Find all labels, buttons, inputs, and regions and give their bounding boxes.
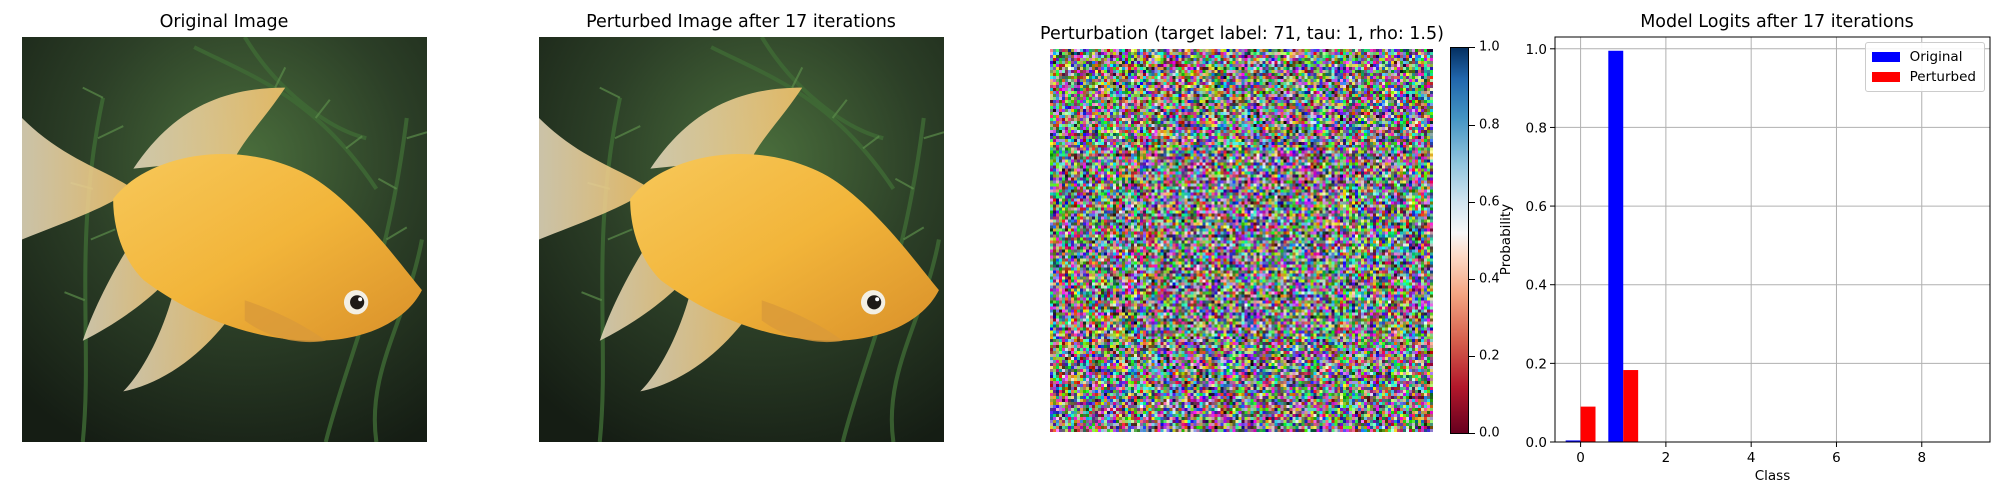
colorbar-tick-label: 0.6	[1479, 194, 1500, 210]
y-tick-label: 1.0	[1526, 42, 1547, 58]
legend-label-perturbed: Perturbed	[1909, 69, 1976, 85]
colorbar-tick-label: 1.0	[1479, 39, 1500, 55]
colorbar-tick-label: 0.8	[1479, 117, 1500, 133]
y-tick-label: 0.8	[1526, 120, 1547, 136]
y-tick-label: 0.0	[1526, 435, 1547, 451]
original-image	[22, 37, 427, 442]
bar-original	[1608, 50, 1624, 442]
perturbed-image	[539, 37, 944, 442]
legend-item-perturbed: Perturbed	[1871, 67, 1976, 87]
legend-item-original: Original	[1871, 47, 1976, 67]
perturbation-noise-image	[1050, 49, 1433, 432]
legend-swatch-original	[1871, 52, 1900, 62]
x-tick-label: 6	[1832, 450, 1841, 466]
colorbar-tick-label: 0.2	[1479, 348, 1500, 364]
colorbar-tick-label: 0.4	[1479, 271, 1500, 287]
goldfish-image	[22, 37, 427, 442]
y-tick-label: 0.2	[1526, 356, 1547, 372]
colorbar	[1450, 47, 1469, 434]
x-tick-label: 8	[1917, 450, 1926, 466]
bar-perturbed	[1623, 370, 1639, 442]
chart-legend: Original Perturbed	[1864, 42, 1985, 92]
x-axis-label: Class	[1755, 468, 1791, 484]
perturbation-title: Perturbation (target label: 71, tau: 1, …	[1040, 24, 1444, 44]
chart-title: Model Logits after 17 iterations	[1640, 12, 1914, 32]
plot-frame	[1554, 36, 1991, 443]
x-tick-label: 2	[1662, 450, 1671, 466]
legend-swatch-perturbed	[1871, 72, 1900, 82]
goldfish-image	[539, 37, 944, 442]
bar-perturbed	[1580, 406, 1596, 442]
x-tick-label: 0	[1576, 450, 1585, 466]
y-axis-label: Probability	[1498, 204, 1514, 275]
perturbed-image-title: Perturbed Image after 17 iterations	[586, 12, 896, 32]
y-tick-label: 0.4	[1526, 278, 1547, 294]
x-tick-label: 4	[1747, 450, 1756, 466]
y-tick-label: 0.6	[1526, 199, 1547, 215]
colorbar-tick-label: 0.0	[1479, 425, 1500, 441]
bar-original	[1565, 440, 1581, 442]
legend-label-original: Original	[1909, 49, 1963, 65]
original-image-title: Original Image	[159, 12, 289, 32]
